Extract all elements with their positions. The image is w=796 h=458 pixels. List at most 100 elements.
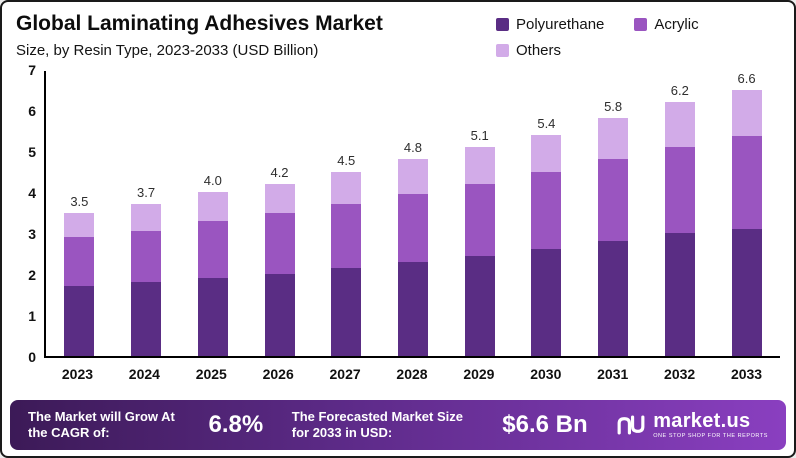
cagr-value: 6.8%: [208, 411, 264, 438]
legend-swatch: [634, 18, 648, 31]
x-tick-label: 2031: [597, 366, 629, 382]
bar-segment-others: [731, 90, 762, 137]
legend-label: Polyurethane: [516, 16, 605, 33]
bar-segment-others: [331, 171, 362, 205]
x-tick-label: 2023: [61, 366, 94, 382]
bar-segment-polyurethane: [464, 255, 495, 356]
bar-segment-acrylic: [264, 212, 295, 274]
bar-segment-others: [131, 204, 162, 231]
bar-group-2029: 5.1: [446, 71, 513, 356]
bar-total-label: 6.6: [737, 71, 756, 86]
bar-group-2026: 4.2: [246, 71, 313, 356]
bar-group-2033: 6.6: [713, 71, 780, 356]
header-titles: Global Laminating Adhesives Market Size,…: [16, 12, 383, 59]
bar-segment-polyurethane: [197, 278, 228, 356]
bar-segment-polyurethane: [664, 233, 695, 356]
y-tick-label: 3: [28, 226, 36, 242]
bar-group-2028: 4.8: [380, 71, 447, 356]
y-tick-label: 1: [28, 308, 36, 324]
bar-segment-polyurethane: [264, 274, 295, 356]
bar-segment-polyurethane: [731, 229, 762, 356]
bar-segment-others: [264, 183, 295, 213]
plot-area: 3.5 3.7 4.0 4.2 4.5 4.8 5.1 5.4 5.8 6.2 6.6: [44, 71, 780, 358]
x-tick-label: 2029: [463, 366, 495, 382]
bar-total-label: 4.5: [337, 152, 356, 168]
bar-total-label: 5.1: [470, 127, 489, 143]
bar-segment-acrylic: [464, 183, 495, 256]
x-tick-label: 2025: [195, 366, 227, 382]
x-tick-label: 2032: [664, 366, 696, 382]
y-tick-label: 6: [28, 103, 36, 119]
legend-label: Others: [516, 42, 562, 59]
bar-segment-acrylic: [598, 159, 629, 242]
bar-segment-others: [531, 134, 562, 172]
bar-segment-polyurethane: [531, 249, 562, 356]
bar-total-label: 4.8: [403, 140, 422, 156]
legend-label: Acrylic: [654, 16, 699, 33]
bar-segment-polyurethane: [331, 267, 362, 356]
bar-segment-acrylic: [64, 237, 95, 287]
page-title: Global Laminating Adhesives Market: [16, 12, 383, 35]
x-tick-label: 2030: [530, 366, 562, 382]
bar-total-label: 4.0: [203, 173, 222, 189]
bar-segment-others: [664, 101, 695, 147]
bar-group-2032: 6.2: [646, 71, 713, 356]
bar-segment-acrylic: [331, 204, 362, 268]
bar-group-2027: 4.5: [313, 71, 380, 356]
footer-banner: The Market will Grow At the CAGR of: 6.8…: [10, 400, 786, 450]
cagr-label: The Market will Grow At the CAGR of:: [28, 408, 175, 440]
bar-segment-others: [598, 118, 629, 160]
chart-legend: Polyurethane Acrylic Others: [496, 16, 774, 59]
bar-segment-polyurethane: [131, 282, 162, 356]
bar-group-2023: 3.5: [46, 71, 113, 356]
brand-logo: market.us One Stop Shop For The Reports: [616, 411, 768, 440]
header: Global Laminating Adhesives Market Size,…: [2, 2, 794, 61]
bar-segment-polyurethane: [598, 241, 629, 356]
bar-total-label: 3.5: [70, 193, 89, 209]
bar-segment-polyurethane: [64, 286, 95, 356]
bar-total-label: 3.7: [137, 185, 156, 201]
bar-segment-polyurethane: [397, 261, 428, 356]
legend-swatch: [496, 18, 509, 31]
page-subtitle: Size, by Resin Type, 2023-2033 (USD Bill…: [16, 42, 319, 59]
y-tick-label: 7: [28, 62, 36, 78]
bar-segment-others: [64, 212, 95, 238]
bar-total-label: 6.2: [670, 82, 689, 98]
y-tick-label: 4: [28, 185, 36, 201]
brand-tagline: One Stop Shop For The Reports: [653, 432, 768, 439]
bar-segment-acrylic: [197, 220, 228, 279]
bar-group-2031: 5.8: [580, 71, 647, 356]
marketus-logo-icon: [617, 415, 645, 435]
bar-segment-others: [464, 146, 495, 184]
bar-total-label: 4.2: [270, 164, 289, 180]
x-tick-label: 2026: [262, 366, 294, 382]
bar-segment-acrylic: [397, 194, 428, 262]
bar-segment-acrylic: [731, 136, 762, 230]
y-axis: 0 1 2 3 4 5 6 7: [14, 62, 44, 365]
x-axis-labels: 2023 2024 2025 2026 2027 2028 2029 2030 2031 2032…: [44, 358, 780, 382]
x-tick-label: 2033: [730, 366, 763, 382]
plot-wrap: 3.5 3.7 4.0 4.2 4.5 4.8 5.1 5.4 5.8 6.2 6.6 2023 20…: [44, 71, 780, 382]
bar-group-2030: 5.4: [513, 71, 580, 356]
bar-group-2024: 3.7: [113, 71, 180, 356]
x-tick-label: 2024: [128, 366, 160, 382]
y-tick-label: 2: [28, 267, 36, 283]
bar-total-label: 5.8: [604, 99, 623, 115]
bar-segment-others: [197, 192, 228, 221]
legend-item-acrylic: Acrylic: [634, 16, 699, 33]
chart-area: 0 1 2 3 4 5 6 7 3.5 3.7 4.0 4.2 4.5 4.8 5.1 5.4 5.8 6.2 6…: [2, 61, 794, 382]
y-tick-label: 5: [28, 144, 36, 160]
bar-segment-others: [397, 159, 428, 195]
bar-total-label: 5.4: [537, 115, 556, 131]
bar-segment-acrylic: [131, 230, 162, 283]
x-tick-label: 2028: [396, 366, 428, 382]
legend-item-polyurethane: Polyurethane: [496, 16, 604, 33]
brand-text: market.us One Stop Shop For The Reports: [653, 411, 768, 440]
legend-swatch: [496, 44, 509, 57]
bar-group-2025: 4.0: [179, 71, 246, 356]
bar-segment-acrylic: [531, 171, 562, 250]
bar-segment-acrylic: [664, 146, 695, 233]
x-tick-label: 2027: [329, 366, 361, 382]
brand-name: market.us: [653, 409, 751, 432]
